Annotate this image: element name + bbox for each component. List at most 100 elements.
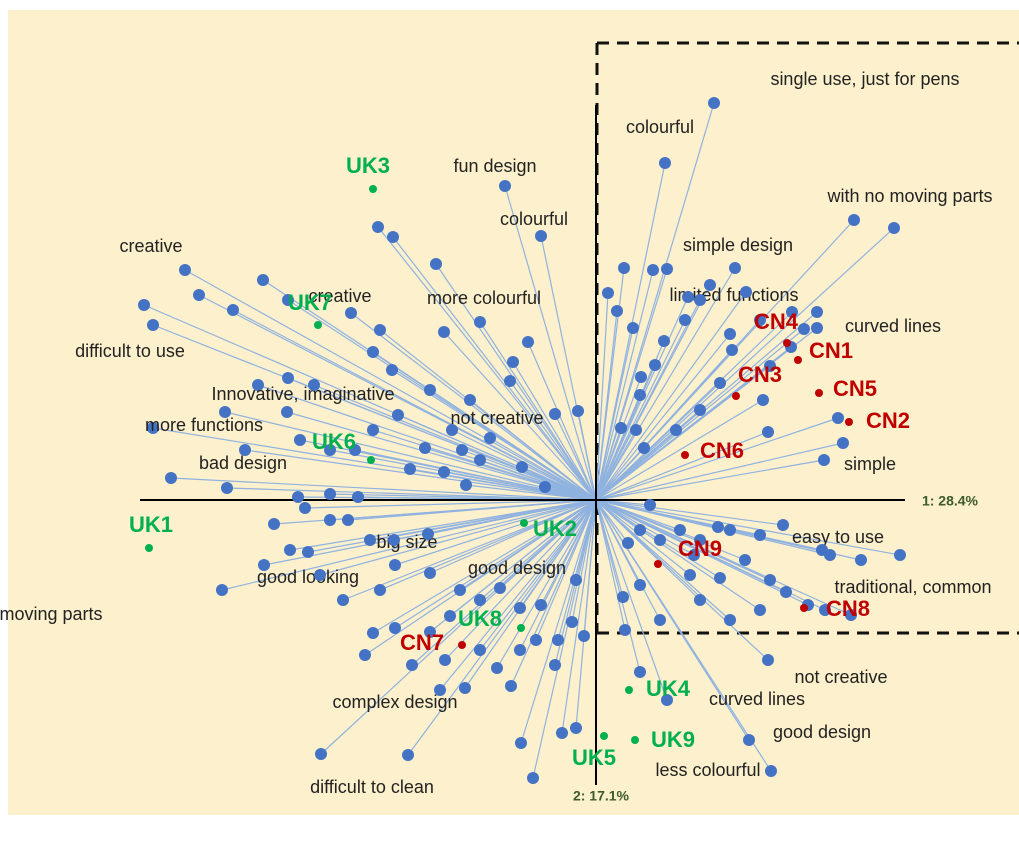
variable-point <box>239 444 251 456</box>
point-label: complex design <box>332 692 457 712</box>
vector-line <box>429 389 597 501</box>
variable-point <box>389 559 401 571</box>
variable-point <box>617 591 629 603</box>
vector-line <box>184 269 597 501</box>
vector-line <box>465 484 597 501</box>
variable-point <box>724 328 736 340</box>
vector-line <box>427 499 597 535</box>
variable-point <box>894 549 906 561</box>
vector-line <box>595 327 634 501</box>
vector-line <box>554 413 597 501</box>
object-point <box>625 686 633 694</box>
variable-point <box>837 437 849 449</box>
vector-line <box>595 499 701 601</box>
variable-point <box>387 231 399 243</box>
object-label: UK7 <box>288 290 332 315</box>
point-label: Innovative, imaginative <box>211 384 394 404</box>
point-label: curved lines <box>709 689 805 709</box>
variable-point <box>635 371 647 383</box>
variable-point <box>754 314 766 326</box>
vector-line <box>595 499 691 576</box>
variable-point <box>258 559 270 571</box>
vector-line <box>535 499 597 641</box>
vector-line <box>439 499 597 691</box>
variable-point <box>694 534 706 546</box>
variable-point <box>494 582 506 594</box>
variable-point <box>299 502 311 514</box>
variable-point <box>484 432 496 444</box>
point-label: difficult to clean <box>310 777 434 797</box>
variable-point <box>570 722 582 734</box>
variable-point <box>352 491 364 503</box>
object-point <box>517 624 525 632</box>
variable-point <box>282 294 294 306</box>
variable-point <box>798 323 810 335</box>
variable-point <box>268 518 280 530</box>
variable-point <box>780 586 792 598</box>
vector-line <box>509 380 597 501</box>
vector-line <box>519 499 597 651</box>
object-point <box>520 519 528 527</box>
variable-point <box>647 264 659 276</box>
variable-point <box>634 579 646 591</box>
variable-point <box>294 434 306 446</box>
variable-point <box>460 479 472 491</box>
object-label: UK8 <box>458 606 502 631</box>
y-axis-label: 2: 17.1% <box>573 788 630 804</box>
variable-point <box>367 627 379 639</box>
variable-point <box>337 594 349 606</box>
variable-point <box>282 372 294 384</box>
variable-point <box>516 461 528 473</box>
vector-line <box>595 417 839 501</box>
point-label: good design <box>468 558 566 578</box>
variable-point <box>549 659 561 671</box>
variable-point <box>726 344 738 356</box>
variable-point <box>630 424 642 436</box>
vector-line <box>595 499 626 631</box>
variable-point <box>819 604 831 616</box>
variable-point <box>712 521 724 533</box>
variable-point <box>527 772 539 784</box>
object-label: CN9 <box>678 536 722 561</box>
variable-point <box>314 569 326 581</box>
vector-line <box>443 331 597 501</box>
vector-line <box>595 319 686 501</box>
vector-line <box>479 459 597 501</box>
vector-line <box>520 499 597 744</box>
vector-line <box>304 499 597 509</box>
point-label: not creative <box>794 667 887 687</box>
vector-line <box>557 499 597 641</box>
variable-point <box>694 294 706 306</box>
point-label: colourful <box>626 117 694 137</box>
vector-line <box>595 499 641 673</box>
variable-point <box>644 499 656 511</box>
variable-point <box>349 444 361 456</box>
variable-point <box>138 299 150 311</box>
variable-point <box>549 408 561 420</box>
variable-point <box>439 654 451 666</box>
vector-line <box>289 499 597 551</box>
object-label: UK1 <box>129 512 173 537</box>
variable-point <box>764 574 776 586</box>
variable-point <box>227 304 239 316</box>
variable-point <box>649 359 661 371</box>
variable-point <box>530 634 542 646</box>
variable-point <box>216 584 228 596</box>
variable-point <box>147 422 159 434</box>
variable-point <box>474 594 486 606</box>
vector-line <box>407 499 597 756</box>
vector-line <box>595 429 637 501</box>
variable-point <box>221 482 233 494</box>
object-label: CN1 <box>809 338 853 363</box>
point-label: simple design <box>683 235 793 255</box>
variable-point <box>515 737 527 749</box>
point-label: with no moving parts <box>826 186 992 206</box>
variable-point <box>345 307 357 319</box>
variable-point <box>654 534 666 546</box>
vector-line <box>429 499 597 633</box>
variable-point <box>456 444 468 456</box>
vector-line <box>512 361 597 501</box>
vector-line <box>595 269 654 501</box>
variable-point <box>611 305 623 317</box>
variable-point <box>552 634 564 646</box>
